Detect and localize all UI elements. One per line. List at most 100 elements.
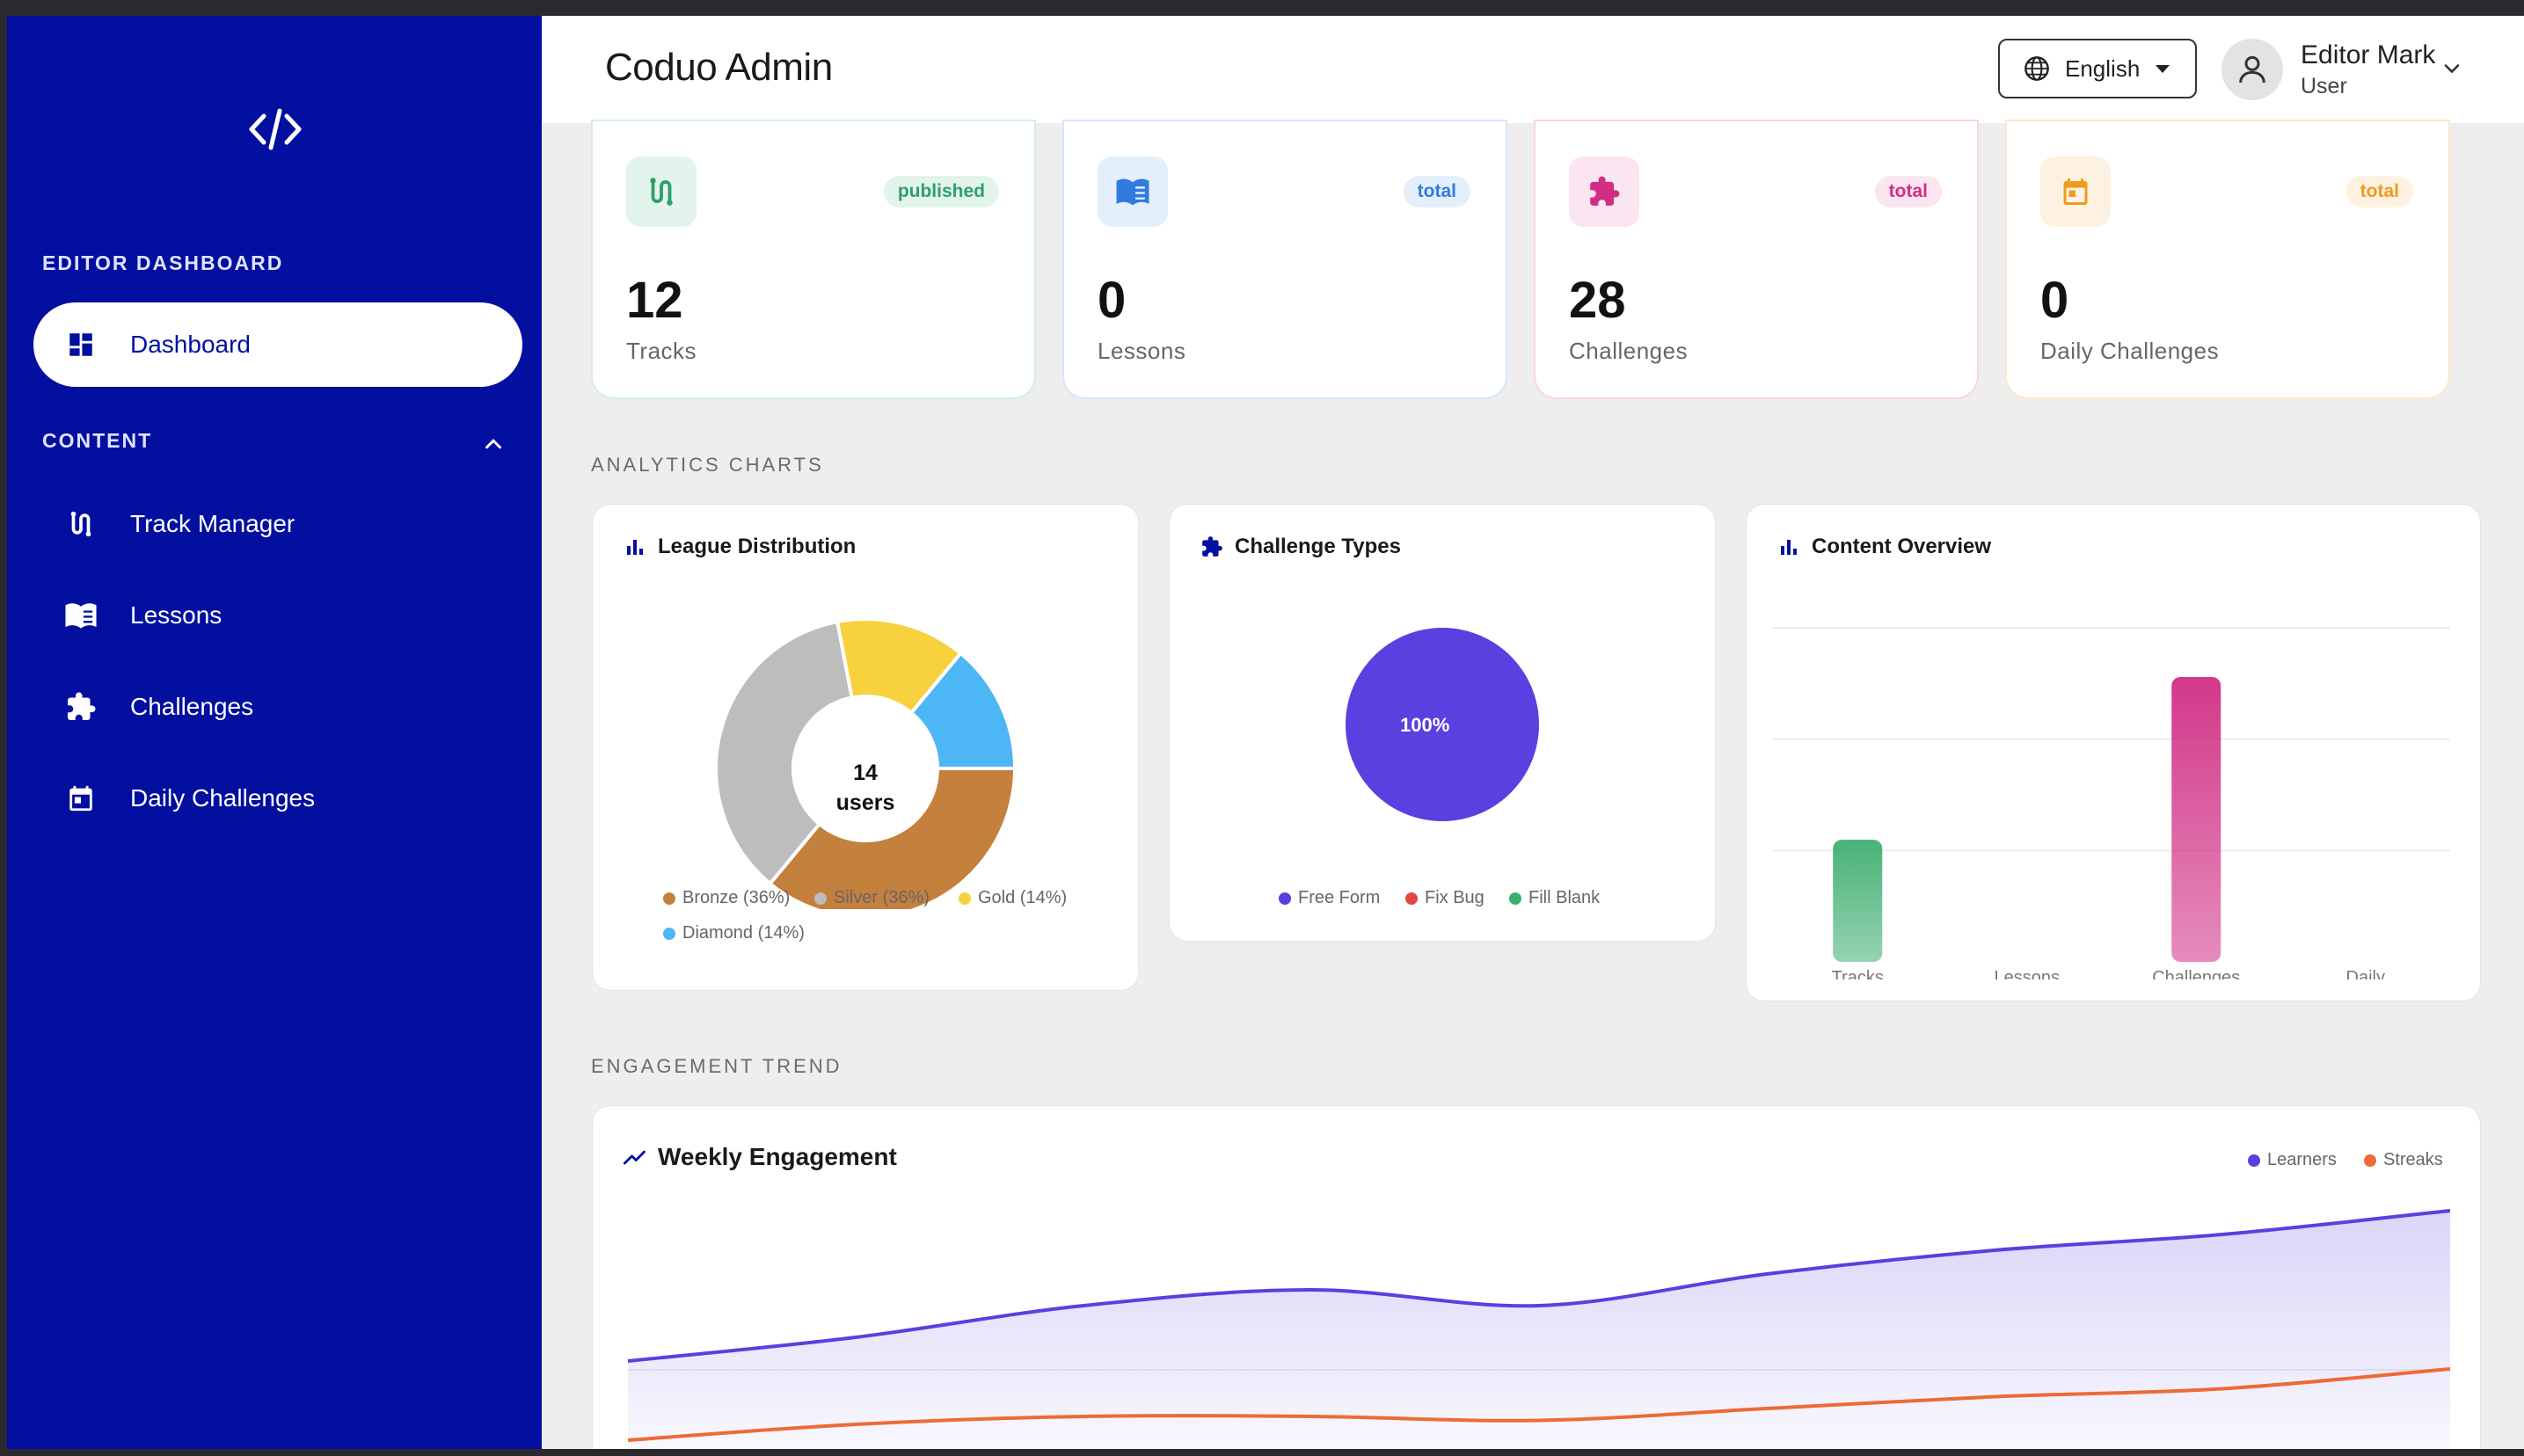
league-donut-chart: 14 users [714,617,1018,909]
challenge-types-pie-chart: 100% [1346,628,1539,821]
status-badge: published [883,176,999,207]
sidebar: EDITOR DASHBOARD Dashboard CONTENT Track… [7,16,542,1449]
line-streaks[interactable] [627,1367,2451,1442]
card-title: Challenge Types [1200,535,1401,559]
legend-dot [2248,1154,2260,1167]
stat-card-lessons[interactable]: total 0 Lessons [1064,121,1506,397]
puzzle-icon [1569,157,1639,227]
legend-dot [959,892,971,905]
stat-card-challenges[interactable]: total 28 Challenges [1536,121,1977,397]
legend-item-learners[interactable]: Learners [2248,1150,2337,1170]
language-select[interactable]: English [1998,39,2197,98]
legend-dot [663,927,675,940]
legend-dot [2364,1154,2376,1167]
x-tick-label: Daily [2346,968,2385,979]
stat-label: Tracks [626,338,697,364]
bar-chart-icon [623,535,647,559]
league-title: League Distribution [658,535,857,558]
sidebar-item-label: Track Manager [130,510,295,537]
puzzle-icon [63,689,98,724]
legend-label: Fill Blank [1528,888,1601,907]
route-icon [626,157,697,227]
chevron-down-icon[interactable] [2440,56,2464,81]
globe-icon [2023,55,2051,83]
user-role: User [2301,74,2347,98]
code-icon[interactable] [246,100,304,158]
x-tick-label: Challenges [2152,968,2240,979]
content-overview-title: Content Overview [1812,535,1992,558]
league-distribution-card: League Distribution 14 users Bronze (36%… [593,505,1138,990]
legend-item-gold[interactable]: Gold (14%) [959,888,1067,908]
status-badge: total [1874,176,1942,207]
legend-dot [1405,892,1418,905]
stat-value: 0 [2040,272,2069,329]
challenge-types-title: Challenge Types [1235,535,1401,558]
top-header: Coduo Admin English Editor Mark User [542,16,2524,123]
donut-center-value: 14 [853,761,878,785]
legend-dot [1509,892,1521,905]
section-analytics-title: ANALYTICS CHARTS [591,454,824,476]
legend-dot [1279,892,1291,905]
donut-slice-bronze[interactable] [767,767,1018,909]
sidebar-item-track-manager[interactable]: Track Manager [33,482,522,566]
stat-value: 28 [1569,272,1626,329]
x-tick-label: Lessons [1995,968,2061,979]
content-overview-card: Content Overview Tracks Lessons Challenges… [1747,505,2480,1001]
legend-label: Free Form [1298,888,1381,907]
card-title: League Distribution [623,535,856,559]
avatar[interactable] [2221,39,2283,100]
calendar-icon [63,781,98,816]
legend-label: Bronze (36%) [682,888,791,907]
pie-slice-free-form[interactable] [1346,628,1539,821]
dashboard-icon [63,327,98,362]
book-icon [1098,157,1168,227]
legend-label: Diamond (14%) [682,923,805,943]
legend-item-streaks[interactable]: Streaks [2364,1150,2443,1170]
stat-label: Lessons [1098,338,1186,364]
sidebar-item-daily-challenges[interactable]: Daily Challenges [33,756,522,841]
weekly-engagement-area-chart [627,1209,2451,1449]
status-badge: total [2345,176,2413,207]
user-name[interactable]: Editor Mark [2301,40,2436,69]
sidebar-item-label: Challenges [130,693,254,720]
trending-up-icon [623,1145,647,1169]
challenge-types-card: Challenge Types 100% Free Form Fix Bug Fil… [1170,505,1715,941]
legend-label: Streaks [2383,1150,2443,1169]
bar-tracks[interactable] [1833,840,1883,962]
sidebar-item-challenges[interactable]: Challenges [33,665,522,749]
x-tick-label: Tracks [1832,968,1884,979]
content-overview-bar-chart: Tracks Lessons Challenges Daily [1773,627,2450,979]
pie-slice-label: 100% [1400,714,1449,736]
stat-card-daily-challenges[interactable]: total 0 Daily Challenges [2007,121,2448,397]
legend-label: Gold (14%) [978,888,1068,907]
legend-dot [663,892,675,905]
legend-item-fill-blank[interactable]: Fill Blank [1509,888,1600,908]
donut-center-label: users [836,790,895,815]
card-title: Weekly Engagement [623,1143,897,1171]
stat-label: Challenges [1569,338,1689,364]
sidebar-item-lessons[interactable]: Lessons [33,573,522,658]
legend-label: Learners [2267,1150,2337,1169]
caret-down-icon [2156,64,2170,73]
legend-item-bronze[interactable]: Bronze (36%) [663,888,790,908]
status-badge: total [1403,176,1470,207]
stat-card-tracks[interactable]: published 12 Tracks [593,121,1034,397]
legend-label: Silver (36%) [834,888,930,907]
legend-item-fix-bug[interactable]: Fix Bug [1405,888,1484,908]
donut-slice-silver[interactable] [714,619,854,886]
sidebar-item-dashboard[interactable]: Dashboard [33,302,522,387]
route-icon [63,506,98,542]
sidebar-item-label: Daily Challenges [130,784,316,812]
weekly-engagement-card: Weekly Engagement Learners Streaks [593,1106,2480,1449]
calendar-icon [2040,157,2111,227]
line-learners[interactable] [627,1209,2451,1363]
legend-item-diamond[interactable]: Diamond (14%) [663,923,805,943]
chevron-up-icon[interactable] [480,431,507,457]
legend-item-silver[interactable]: Silver (36%) [814,888,930,908]
weekly-engagement-title: Weekly Engagement [658,1143,897,1170]
bar-challenges[interactable] [2171,676,2221,962]
donut-slice-diamond[interactable] [908,651,1018,770]
sidebar-item-label: Dashboard [130,331,251,358]
legend-item-free-form[interactable]: Free Form [1279,888,1380,908]
book-icon [63,598,98,633]
